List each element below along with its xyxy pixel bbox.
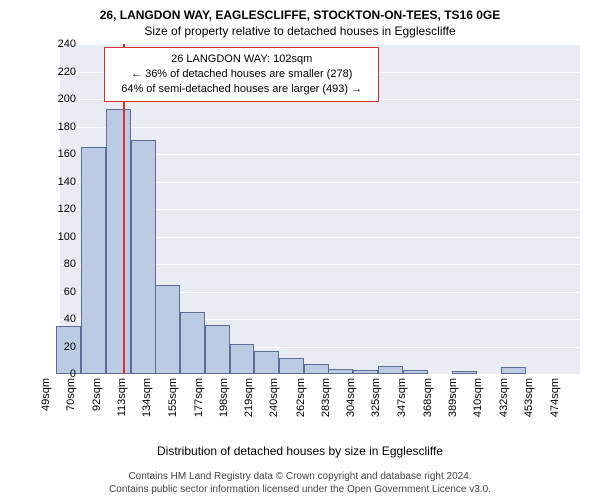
x-tick: 453sqm (523, 378, 535, 438)
x-tick: 177sqm (193, 378, 205, 438)
x-axis-label: Distribution of detached houses by size … (0, 444, 600, 458)
attribution: Contains HM Land Registry data © Crown c… (0, 470, 600, 496)
x-tick: 389sqm (447, 378, 459, 438)
y-tick: 100 (46, 231, 76, 243)
attribution-line1: Contains HM Land Registry data © Crown c… (0, 470, 600, 483)
y-tick: 220 (46, 66, 76, 78)
annotation-box: 26 LANGDON WAY: 102sqm← 36% of detached … (104, 47, 379, 102)
x-tick: 134sqm (141, 378, 153, 438)
x-tick: 304sqm (345, 378, 357, 438)
x-tick: 155sqm (167, 378, 179, 438)
bar (106, 109, 131, 374)
bar (279, 358, 304, 375)
bar (180, 312, 205, 374)
bar (304, 364, 329, 374)
y-tick: 80 (46, 258, 76, 270)
histogram-chart: 26, LANGDON WAY, EAGLESCLIFFE, STOCKTON-… (0, 0, 600, 500)
x-tick: 240sqm (268, 378, 280, 438)
y-tick: 240 (46, 38, 76, 50)
x-tick: 474sqm (549, 378, 561, 438)
y-tick: 160 (46, 148, 76, 160)
bar (230, 344, 255, 374)
x-tick: 262sqm (295, 378, 307, 438)
attribution-line2: Contains public sector information licen… (0, 483, 600, 496)
y-tick: 40 (46, 313, 76, 325)
y-tick: 140 (46, 176, 76, 188)
chart-title-line1: 26, LANGDON WAY, EAGLESCLIFFE, STOCKTON-… (0, 8, 600, 22)
bar (328, 369, 353, 375)
chart-title-line2: Size of property relative to detached ho… (0, 24, 600, 38)
bar (81, 147, 106, 374)
y-tick: 120 (46, 203, 76, 215)
bar (353, 370, 378, 374)
x-tick: 347sqm (396, 378, 408, 438)
y-tick: 20 (46, 341, 76, 353)
x-tick: 410sqm (472, 378, 484, 438)
x-tick: 198sqm (218, 378, 230, 438)
bar (205, 325, 230, 375)
bar (378, 366, 403, 374)
x-tick: 92sqm (91, 378, 103, 438)
x-tick: 432sqm (498, 378, 510, 438)
annotation-line3: 64% of semi-detached houses are larger (… (113, 82, 370, 97)
gridline (60, 127, 580, 128)
annotation-line2: ← 36% of detached houses are smaller (27… (113, 67, 370, 82)
plot-area: 26 LANGDON WAY: 102sqm← 36% of detached … (60, 44, 580, 374)
x-tick: 283sqm (320, 378, 332, 438)
gridline (60, 44, 580, 45)
x-tick: 70sqm (65, 378, 77, 438)
x-tick: 49sqm (40, 378, 52, 438)
y-tick: 200 (46, 93, 76, 105)
x-tick: 368sqm (422, 378, 434, 438)
bar (501, 367, 526, 374)
x-tick: 219sqm (243, 378, 255, 438)
x-tick: 325sqm (370, 378, 382, 438)
bar (254, 351, 279, 374)
gridline (60, 374, 580, 375)
bar (131, 140, 156, 374)
bar (452, 371, 477, 374)
x-tick: 113sqm (116, 378, 128, 438)
y-tick: 60 (46, 286, 76, 298)
bar (155, 285, 180, 374)
annotation-line1: 26 LANGDON WAY: 102sqm (113, 52, 370, 67)
y-tick: 180 (46, 121, 76, 133)
bar (403, 370, 428, 374)
